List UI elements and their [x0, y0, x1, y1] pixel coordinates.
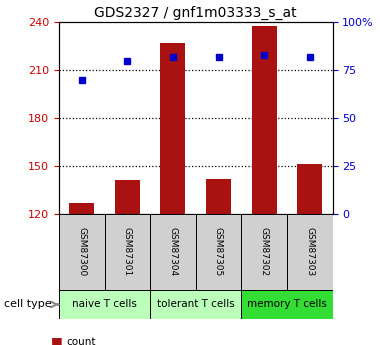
- Bar: [59, 214, 104, 290]
- Text: naive T cells: naive T cells: [72, 299, 137, 309]
- Text: count: count: [66, 337, 96, 345]
- Bar: [241, 290, 332, 319]
- Bar: [150, 214, 196, 290]
- Bar: [206, 179, 231, 214]
- Bar: [241, 214, 287, 290]
- Text: GSM87302: GSM87302: [260, 227, 269, 276]
- Title: GDS2327 / gnf1m03333_s_at: GDS2327 / gnf1m03333_s_at: [94, 6, 297, 20]
- Text: tolerant T cells: tolerant T cells: [157, 299, 234, 309]
- Bar: [150, 290, 241, 319]
- Text: cell type: cell type: [4, 299, 51, 309]
- Bar: [115, 180, 140, 214]
- Text: memory T cells: memory T cells: [247, 299, 327, 309]
- Bar: [252, 26, 277, 214]
- Text: GSM87303: GSM87303: [305, 227, 314, 276]
- Bar: [196, 214, 241, 290]
- Bar: [105, 214, 150, 290]
- Bar: [287, 214, 332, 290]
- Text: ■: ■: [51, 335, 63, 345]
- Bar: [59, 290, 150, 319]
- Text: GSM87301: GSM87301: [123, 227, 132, 276]
- Text: GSM87304: GSM87304: [168, 227, 177, 276]
- Text: GSM87305: GSM87305: [214, 227, 223, 276]
- Bar: [160, 43, 185, 214]
- Text: GSM87300: GSM87300: [77, 227, 86, 276]
- Bar: [297, 165, 322, 214]
- Bar: [69, 203, 94, 214]
